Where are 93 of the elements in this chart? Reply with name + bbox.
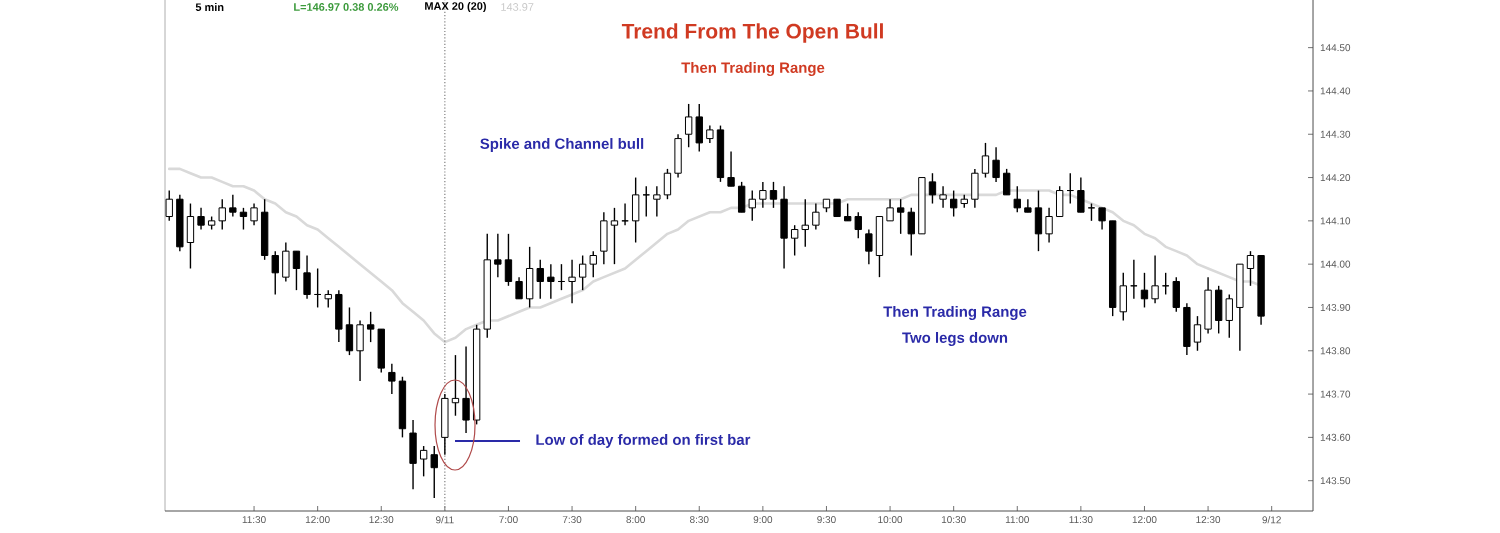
candlestick <box>981 142 990 179</box>
candlestick <box>854 211 862 239</box>
candlestick <box>1193 315 1202 352</box>
candlestick <box>303 254 311 300</box>
candlestick <box>1151 254 1159 304</box>
annotation: MAX 20 (20) <box>425 1 486 13</box>
annotation: 5 min <box>195 2 224 11</box>
candlestick <box>250 202 258 226</box>
x-tick-label: 11:00 <box>1005 516 1029 524</box>
candlestick <box>992 146 1000 183</box>
candlestick <box>949 189 958 218</box>
annotation: Spike and Channel bull <box>480 138 644 152</box>
candlestick <box>790 224 799 257</box>
candlestick <box>568 259 576 304</box>
x-tick-label: 11:30 <box>1069 516 1093 524</box>
candlestick <box>653 185 661 218</box>
candlestick <box>1077 176 1085 213</box>
y-tick-label: 143.80 <box>1320 347 1351 355</box>
candlestick <box>536 259 544 300</box>
candlestick <box>621 202 629 226</box>
candlestick <box>812 202 820 231</box>
candlestick <box>451 354 460 417</box>
x-tick-label: 12:00 <box>1132 516 1157 524</box>
candlestick <box>928 172 937 205</box>
y-tick-label: 143.90 <box>1320 303 1351 311</box>
candlestick <box>1013 185 1021 213</box>
candlestick <box>801 198 809 248</box>
candlestick <box>896 198 905 235</box>
candlestick <box>1246 250 1255 287</box>
y-tick-label: 144.40 <box>1320 87 1351 95</box>
text: Trend From The Open Bull <box>621 23 883 43</box>
x-tick-label: 9:30 <box>817 516 836 524</box>
annotation: Low of day formed on first bar <box>536 434 751 448</box>
candlestick <box>494 233 502 278</box>
y-tick-label: 143.70 <box>1320 390 1351 398</box>
candlestick <box>165 189 173 222</box>
x-tick-label: 7:30 <box>562 516 582 524</box>
candlestick <box>886 198 894 222</box>
x-tick-label: 12:30 <box>1196 516 1221 524</box>
candlestick <box>663 168 672 200</box>
candlestick <box>1098 207 1106 231</box>
candlestick <box>271 250 279 296</box>
candlestick <box>727 150 735 187</box>
annotation: Two legs down <box>902 332 1008 346</box>
candlestick <box>939 185 947 209</box>
x-tick-label: 9/11 <box>435 516 454 524</box>
y-tick-label: 144.30 <box>1320 130 1351 138</box>
candlestick <box>239 207 248 231</box>
candlestick <box>907 207 915 257</box>
candlestick <box>504 233 513 287</box>
candlestick <box>769 181 778 209</box>
candlestick <box>462 345 470 434</box>
candlestick <box>578 254 587 291</box>
candlestick <box>366 311 375 343</box>
candlestick <box>515 276 523 300</box>
y-tick-label: 143.50 <box>1320 477 1351 485</box>
x-tick-label: 9:00 <box>753 516 773 524</box>
y-tick-label: 144.50 <box>1320 44 1351 52</box>
y-tick-label: 144.20 <box>1320 174 1351 182</box>
candlestick <box>642 185 650 218</box>
x-tick-label: 8:00 <box>626 516 645 524</box>
annotation: Then Trading Range <box>883 306 1027 320</box>
x-tick-label: 7:00 <box>499 516 518 524</box>
x-tick-label: 10:00 <box>878 516 903 524</box>
candlestick <box>748 189 756 222</box>
candlestick <box>865 228 873 265</box>
y-tick-label: 143.60 <box>1320 433 1351 441</box>
candlestick <box>218 198 226 231</box>
y-tick-label: 144.00 <box>1320 260 1351 268</box>
x-tick-label: 12:00 <box>305 516 330 524</box>
x-tick-label: 10:30 <box>941 516 966 524</box>
candlestick <box>1045 207 1053 244</box>
candlestick <box>610 207 619 265</box>
y-tick-label: 144.10 <box>1320 217 1351 225</box>
candlestick <box>684 103 693 148</box>
candlestick <box>292 250 301 291</box>
candlestick <box>759 181 767 209</box>
x-tick-label: 9/12 <box>1262 516 1281 524</box>
text: Then Trading Range <box>681 62 825 76</box>
annotation: L=146.97 0.38 0.26% <box>294 3 399 11</box>
x-tick-label: 12:30 <box>369 516 394 524</box>
x-tick-label: 8:30 <box>690 516 709 524</box>
candlestick <box>229 194 237 218</box>
candlestick <box>419 445 428 478</box>
candlestick <box>1140 272 1149 309</box>
candlestick <box>430 445 438 499</box>
candlestick <box>589 250 597 278</box>
x-tick-label: 11:30 <box>242 516 266 524</box>
candlestick <box>1225 293 1233 339</box>
candlestick <box>388 363 396 395</box>
candlestick <box>1002 168 1011 196</box>
candlestick <box>547 263 555 300</box>
candlestick <box>197 207 205 231</box>
